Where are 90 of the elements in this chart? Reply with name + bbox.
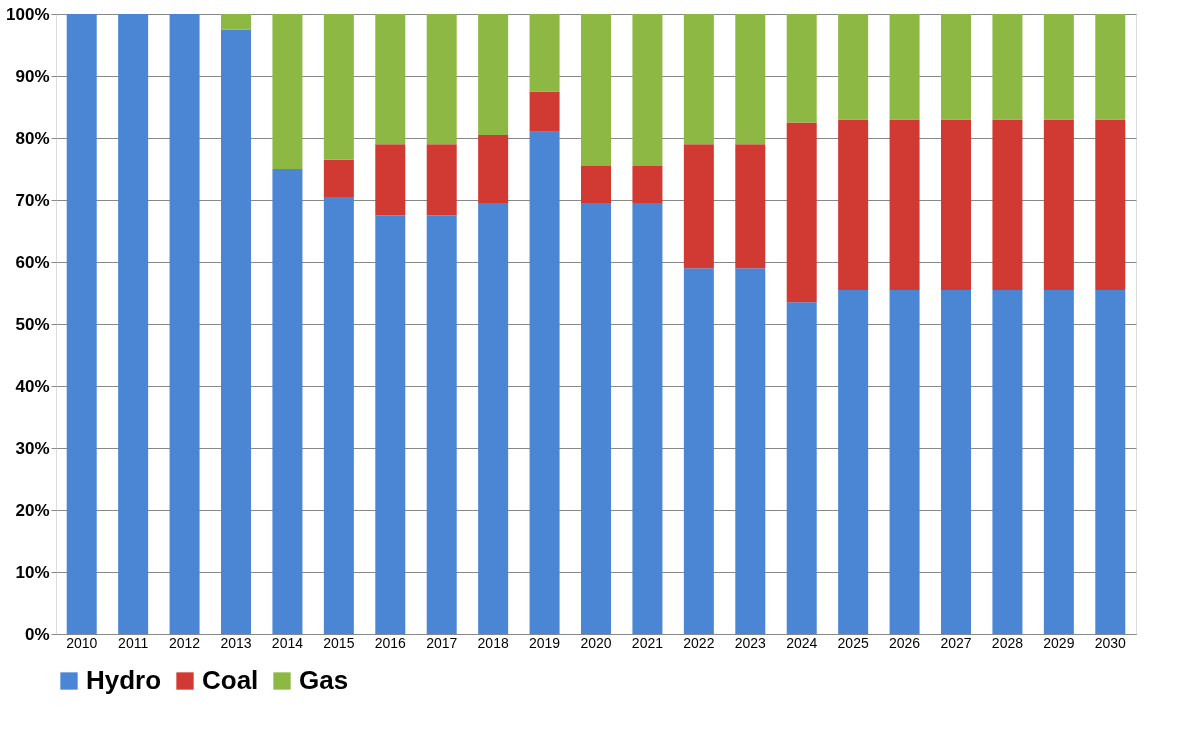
x-tick-label: 2016 bbox=[374, 634, 407, 651]
legend-label: Coal bbox=[202, 665, 259, 695]
y-tick-label: 80% bbox=[15, 128, 50, 148]
bar bbox=[529, 131, 560, 634]
bar bbox=[941, 14, 971, 120]
bar bbox=[683, 14, 714, 145]
bar bbox=[1095, 14, 1126, 120]
bar bbox=[889, 289, 920, 634]
x-tick-label: 2018 bbox=[477, 634, 509, 651]
bar bbox=[375, 144, 406, 216]
y-tick-label: 100% bbox=[6, 4, 50, 24]
bar bbox=[426, 14, 457, 145]
bar bbox=[272, 14, 303, 169]
bar bbox=[889, 119, 920, 290]
y-tick-label: 30% bbox=[15, 438, 50, 458]
bar bbox=[272, 169, 303, 634]
bar bbox=[581, 165, 611, 204]
bar bbox=[632, 203, 663, 634]
x-tick-label: 2027 bbox=[940, 634, 972, 651]
bar bbox=[992, 14, 1023, 120]
legend-label: Hydro bbox=[86, 665, 162, 695]
x-tick-label: 2025 bbox=[837, 634, 869, 651]
bar bbox=[169, 14, 200, 634]
x-tick-label: 2013 bbox=[220, 634, 252, 651]
x-tick-label: 2010 bbox=[66, 634, 98, 651]
bar bbox=[838, 119, 869, 290]
bar bbox=[786, 302, 817, 634]
bar bbox=[1095, 119, 1126, 290]
y-tick-label: 70% bbox=[15, 190, 50, 210]
bar bbox=[581, 14, 611, 166]
bar bbox=[1043, 289, 1074, 634]
y-tick-label: 50% bbox=[15, 314, 50, 334]
bar bbox=[838, 14, 869, 120]
bar bbox=[735, 144, 766, 269]
bar bbox=[323, 196, 354, 634]
bar bbox=[478, 134, 509, 204]
y-tick-label: 60% bbox=[15, 252, 50, 272]
bar bbox=[1043, 119, 1074, 290]
bar bbox=[529, 91, 560, 132]
x-tick-label: 2014 bbox=[271, 634, 304, 651]
y-tick-label: 0% bbox=[24, 624, 50, 644]
x-tick-label: 2026 bbox=[888, 634, 921, 651]
bar bbox=[221, 29, 251, 634]
bar bbox=[632, 165, 663, 204]
bar bbox=[478, 203, 509, 634]
y-tick-label: 10% bbox=[15, 562, 50, 582]
y-tick-label: 40% bbox=[15, 376, 50, 396]
x-tick-label: 2012 bbox=[168, 634, 201, 651]
bar bbox=[992, 289, 1023, 634]
x-tick-label: 2015 bbox=[323, 634, 355, 651]
bar bbox=[1095, 289, 1126, 634]
bar bbox=[581, 203, 611, 634]
bar bbox=[323, 14, 354, 160]
bar bbox=[786, 122, 817, 303]
bar bbox=[786, 14, 817, 123]
bar bbox=[375, 215, 406, 634]
bar bbox=[529, 14, 560, 92]
bar bbox=[632, 14, 663, 166]
bar bbox=[941, 289, 971, 634]
y-tick-label: 90% bbox=[15, 66, 50, 86]
bar bbox=[838, 289, 869, 634]
bar bbox=[683, 268, 714, 634]
bar bbox=[735, 268, 766, 634]
bar bbox=[118, 14, 149, 634]
bar bbox=[323, 159, 354, 197]
bar bbox=[426, 144, 457, 216]
bar bbox=[889, 14, 920, 120]
bar bbox=[66, 14, 97, 634]
x-tick-label: 2022 bbox=[683, 634, 715, 651]
bar bbox=[375, 14, 406, 145]
bar bbox=[221, 14, 251, 30]
bar bbox=[735, 14, 766, 145]
x-tick-label: 2029 bbox=[1043, 634, 1075, 651]
bar bbox=[683, 144, 714, 269]
y-tick-label: 20% bbox=[15, 500, 50, 520]
x-tick-label: 2017 bbox=[426, 634, 458, 651]
bar bbox=[1043, 14, 1074, 120]
x-tick-label: 2023 bbox=[734, 634, 767, 651]
legend-label: Gas bbox=[299, 665, 349, 695]
x-tick-label: 2030 bbox=[1094, 634, 1127, 651]
x-tick-label: 2028 bbox=[991, 634, 1024, 651]
x-tick-label: 2011 bbox=[118, 634, 149, 651]
bar bbox=[992, 119, 1023, 290]
x-tick-label: 2024 bbox=[786, 634, 818, 651]
x-tick-label: 2021 bbox=[631, 634, 664, 651]
x-tick-label: 2019 bbox=[528, 634, 561, 651]
bar bbox=[941, 119, 971, 290]
bar bbox=[426, 215, 457, 634]
bar bbox=[478, 14, 509, 135]
x-tick-label: 2020 bbox=[580, 634, 612, 651]
